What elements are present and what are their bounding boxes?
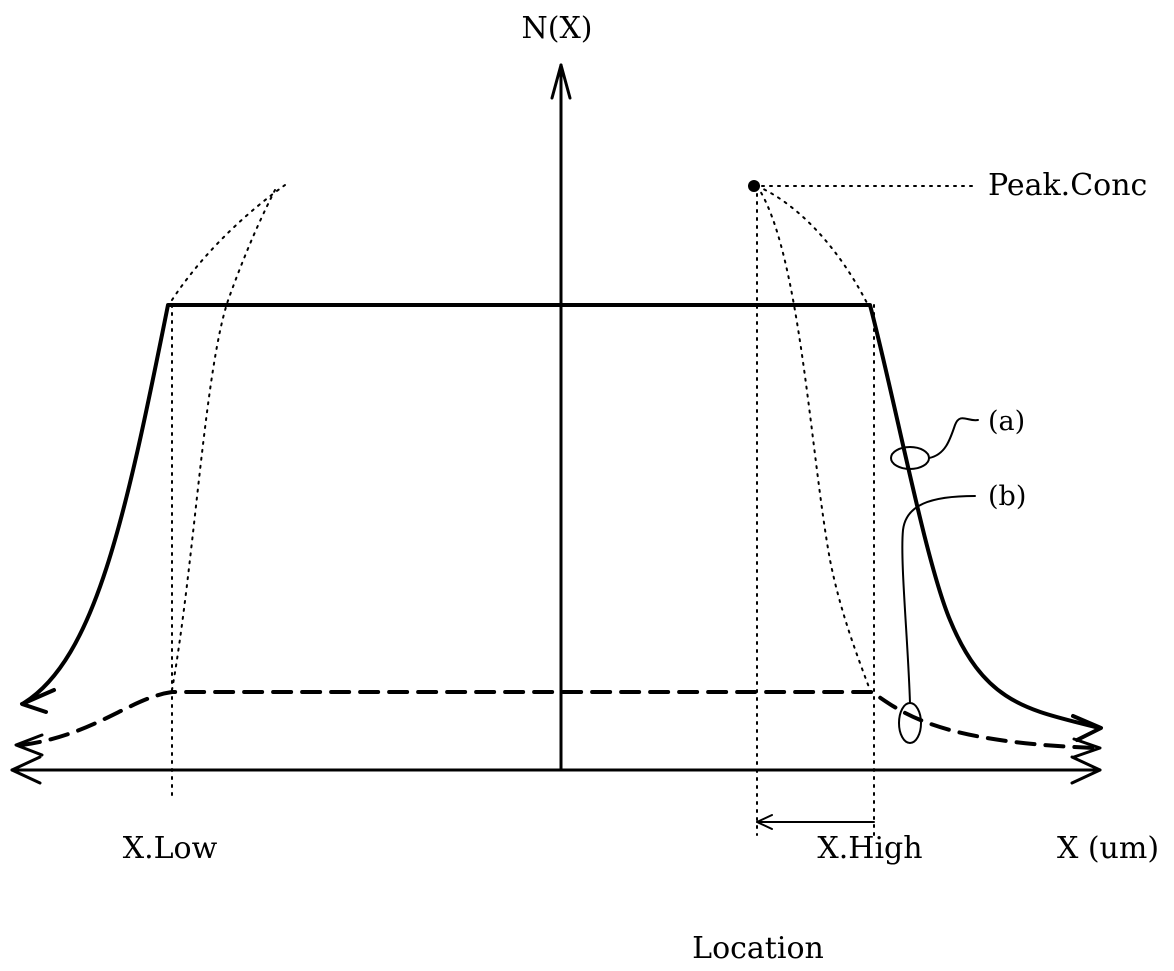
profile-curve-b [20,690,1097,750]
x-axis-left-arrowhead [10,755,42,785]
curve-b-left-arrowhead [14,733,44,757]
curve-b-marker [898,702,922,744]
dotted-right-gaussian-inner [756,185,871,691]
profile-curve-a [22,303,1097,729]
location-label: Location [692,931,824,966]
curve-a-right-arrowhead [1071,714,1103,742]
x-axis-right-arrowhead [1070,755,1102,785]
x-low-label: X.Low [123,831,218,866]
curve-b-leader [901,495,976,704]
curve-b-label: (b) [988,481,1026,512]
x-high-label: X.High [817,831,922,866]
dotted-right-gaussian-outer [756,185,869,306]
y-axis-arrowhead [550,63,572,100]
curve-a-left-arrowhead [20,688,56,714]
curve-a-marker [890,446,930,470]
peak-conc-dot [748,180,760,192]
curve-a-label: (a) [988,406,1025,437]
dotted-left-gaussian-outer [171,184,286,301]
location-arrowhead [756,814,773,830]
curve-a-leader [928,417,979,459]
dotted-left-gaussian-inner [171,189,276,691]
peak-conc-label: Peak.Conc [988,168,1147,203]
y-axis-label: N(X) [521,11,592,46]
curve-b-right-arrowhead [1072,737,1102,759]
x-axis-label: X (um) [1057,831,1159,866]
